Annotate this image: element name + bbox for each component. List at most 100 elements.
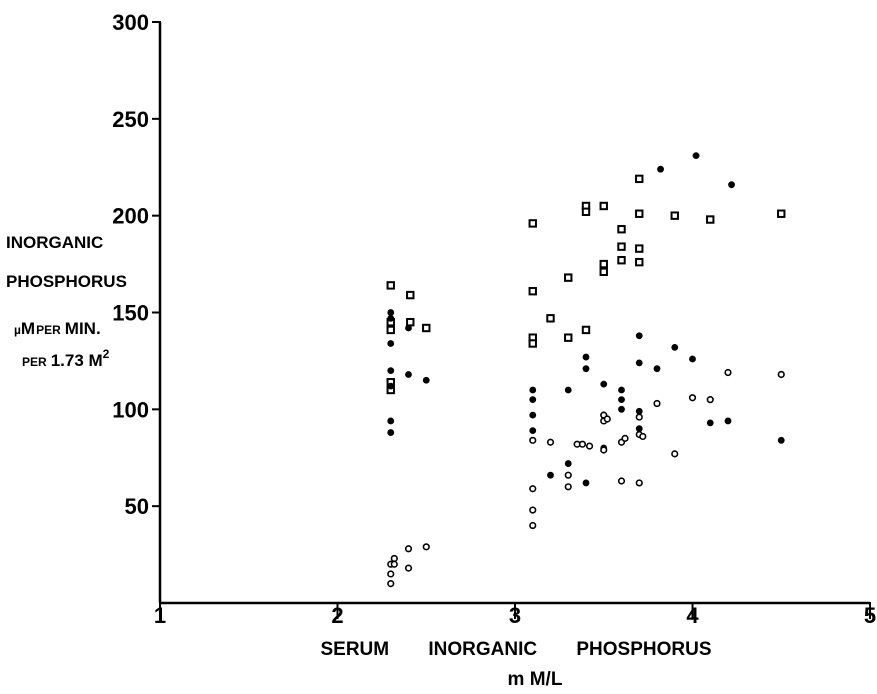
- data-point-open-circle: [390, 554, 398, 563]
- data-point-open-circle: [578, 440, 587, 448]
- data-point-filled-circle: [689, 355, 696, 363]
- data-point-filled-circle: [387, 429, 395, 436]
- data-point-open-circle: [600, 446, 608, 454]
- data-point-open-circle: [777, 370, 785, 379]
- y-tick-label: 50: [125, 494, 149, 519]
- data-point-open-circle: [529, 485, 537, 493]
- data-point-open-circle: [621, 434, 629, 442]
- data-point-filled-circle: [582, 479, 590, 487]
- data-point-open-circle: [671, 450, 679, 458]
- data-point-open-square: [635, 209, 644, 218]
- y-tick-label: 250: [112, 107, 149, 132]
- x-axis-title: SERUM INORGANIC PHOSPHORUS: [320, 639, 711, 660]
- data-point-open-square: [599, 259, 608, 269]
- x-tick-label: 3: [509, 603, 521, 628]
- y-tick-label: 300: [112, 10, 149, 35]
- data-point-open-square: [599, 201, 608, 211]
- x-tick-label: 5: [864, 603, 876, 628]
- y-tick-label: 200: [112, 204, 149, 229]
- data-point-open-circle: [564, 471, 572, 479]
- data-point-filled-circle: [564, 460, 572, 467]
- data-point-open-square: [528, 219, 537, 228]
- data-point-filled-circle: [387, 367, 395, 374]
- data-point-filled-circle: [405, 324, 412, 332]
- data-point-open-circle: [617, 477, 626, 485]
- data-points: [386, 152, 786, 588]
- data-point-open-circle: [688, 394, 697, 402]
- data-point-filled-circle: [653, 365, 661, 373]
- y-tick-label: 150: [112, 301, 149, 326]
- data-point-filled-circle: [671, 343, 679, 351]
- data-point-open-circle: [404, 564, 413, 572]
- data-point-open-circle: [529, 506, 537, 514]
- y-unit-per: PER: [36, 323, 61, 337]
- data-point-open-square: [386, 281, 395, 290]
- data-point-open-square: [406, 317, 415, 327]
- data-point-open-circle: [529, 521, 537, 530]
- data-point-filled-circle: [724, 417, 732, 425]
- data-point-open-circle: [706, 396, 714, 404]
- data-point-filled-circle: [529, 411, 537, 419]
- y-unit-superscript: 2: [103, 347, 110, 361]
- data-point-open-circle: [390, 560, 398, 568]
- data-point-filled-circle: [635, 407, 643, 415]
- data-point-open-square: [564, 273, 573, 282]
- data-point-open-square: [635, 174, 644, 184]
- data-point-open-square: [706, 215, 715, 224]
- data-point-open-square: [670, 211, 679, 220]
- data-point-filled-circle: [564, 386, 572, 394]
- data-point-filled-circle: [582, 365, 590, 373]
- data-point-open-circle: [387, 570, 395, 578]
- data-point-filled-circle: [600, 380, 608, 388]
- data-point-filled-circle: [618, 386, 625, 394]
- data-point-open-square: [581, 325, 591, 335]
- x-tick-label: 4: [686, 603, 699, 628]
- data-point-open-square: [777, 209, 786, 218]
- data-point-filled-circle: [387, 340, 395, 347]
- data-point-open-square: [564, 333, 573, 342]
- axes: [158, 22, 870, 605]
- data-point-filled-circle: [635, 332, 643, 340]
- y-axis-title: INORGANIC PHOSPHORUS µMPER MIN. PER 1.73 M…: [6, 233, 127, 370]
- data-point-filled-circle: [387, 309, 395, 316]
- y-axis-title-line-2: PHOSPHORUS: [6, 272, 127, 291]
- data-point-open-circle: [635, 479, 643, 487]
- data-point-filled-circle: [618, 396, 625, 404]
- data-point-open-circle: [585, 442, 594, 450]
- data-point-open-circle: [546, 438, 555, 446]
- y-unit-per-2: PER: [22, 355, 47, 369]
- data-point-filled-circle: [657, 165, 664, 173]
- data-point-open-square: [528, 286, 537, 296]
- data-point-open-circle: [653, 399, 661, 408]
- data-point-open-circle: [404, 545, 413, 553]
- y-axis-unit-line-2: PER 1.73 M2: [22, 347, 110, 370]
- data-point-open-square: [599, 267, 608, 277]
- data-point-filled-circle: [529, 396, 537, 404]
- data-point-open-circle: [529, 436, 537, 444]
- y-axis-unit-line-1: µMPER MIN.: [14, 319, 101, 338]
- data-point-open-circle: [603, 415, 611, 423]
- data-point-open-square: [528, 339, 537, 348]
- data-point-filled-circle: [547, 471, 554, 479]
- data-point-filled-circle: [777, 436, 785, 444]
- data-point-open-square: [406, 290, 415, 300]
- data-point-open-square: [617, 242, 626, 251]
- data-point-open-square: [581, 207, 591, 216]
- data-point-open-square: [422, 323, 431, 333]
- data-point-open-circle: [422, 543, 430, 551]
- data-point-open-circle: [387, 580, 395, 588]
- data-point-open-square: [635, 244, 644, 253]
- y-unit-min: MIN.: [65, 319, 101, 338]
- data-point-filled-circle: [387, 314, 395, 322]
- y-tick-label: 100: [112, 397, 149, 422]
- data-point-filled-circle: [706, 419, 714, 427]
- data-point-open-circle: [724, 368, 732, 377]
- x-tick-label: 2: [331, 603, 343, 628]
- data-point-filled-circle: [387, 417, 395, 425]
- data-point-filled-circle: [728, 181, 735, 189]
- y-unit-mu: µ: [14, 323, 21, 337]
- data-point-open-square: [617, 225, 626, 234]
- y-unit-m: M: [21, 319, 35, 338]
- y-ticks: 50 100 150 200 250 300: [112, 10, 161, 519]
- x-ticks: 1 2 3 4 5: [154, 602, 876, 628]
